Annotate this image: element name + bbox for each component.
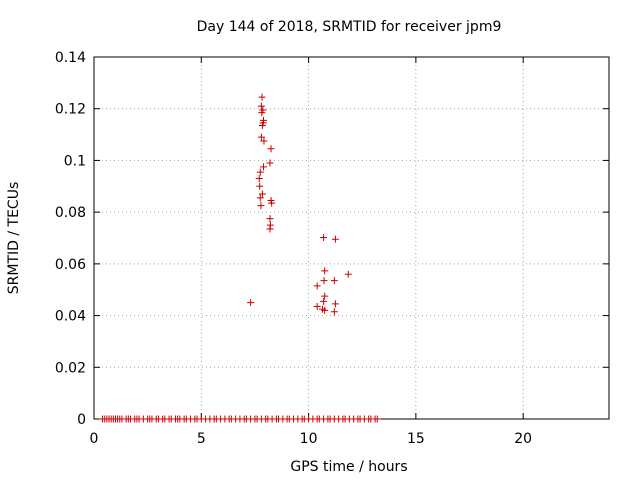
data-point (256, 194, 264, 202)
x-tick-label: 0 (90, 431, 99, 447)
data-point (320, 297, 328, 305)
data-point (267, 145, 275, 153)
y-tick-label: 0.02 (55, 360, 86, 376)
data-point (258, 109, 266, 117)
data-point (321, 306, 329, 314)
data-point (258, 190, 266, 198)
y-tick-label: 0.14 (55, 50, 86, 66)
data-point (258, 93, 266, 101)
x-axis-label: GPS time / hours (290, 459, 407, 475)
data-point (330, 277, 338, 285)
data-point-zero (373, 415, 381, 423)
data-point (321, 267, 329, 275)
data-point (257, 133, 265, 141)
data-point (256, 182, 264, 190)
chart-title: Day 144 of 2018, SRMTID for receiver jpm… (197, 19, 502, 35)
data-point (260, 163, 268, 171)
data-point (344, 270, 352, 278)
x-tick-label: 10 (300, 431, 318, 447)
data-point (255, 175, 263, 183)
data-point (330, 308, 338, 316)
y-tick-label: 0.1 (64, 153, 86, 169)
data-point (247, 299, 255, 307)
data-point (258, 122, 266, 130)
data-point (331, 300, 339, 308)
y-tick-label: 0.04 (55, 309, 86, 325)
x-tick-label: 5 (197, 431, 206, 447)
data-point (256, 168, 264, 176)
y-tick-label: 0.12 (55, 102, 86, 118)
y-tick-labels: 0 0.02 0.04 0.06 0.08 0.1 0.12 0.14 (55, 50, 86, 428)
data-point (266, 215, 274, 223)
data-points (99, 93, 381, 423)
data-point (321, 292, 329, 300)
data-point (313, 282, 321, 290)
data-point (257, 102, 265, 110)
grid (94, 57, 609, 419)
data-point (320, 277, 328, 285)
data-point (320, 233, 328, 241)
x-tick-label: 15 (407, 431, 425, 447)
data-point (313, 303, 321, 311)
x-tick-label: 20 (514, 431, 532, 447)
y-tick-label: 0.08 (55, 205, 86, 221)
data-point (266, 225, 274, 233)
y-tick-label: 0.06 (55, 257, 86, 273)
data-point (331, 235, 339, 243)
data-point (268, 199, 276, 207)
x-tick-labels: 0 5 10 15 20 (90, 431, 533, 447)
data-point (266, 159, 274, 167)
data-point (257, 202, 265, 210)
y-tick-label: 0 (77, 412, 86, 428)
y-axis-label: SRMTID / TECUs (6, 182, 22, 295)
data-point (260, 137, 268, 145)
